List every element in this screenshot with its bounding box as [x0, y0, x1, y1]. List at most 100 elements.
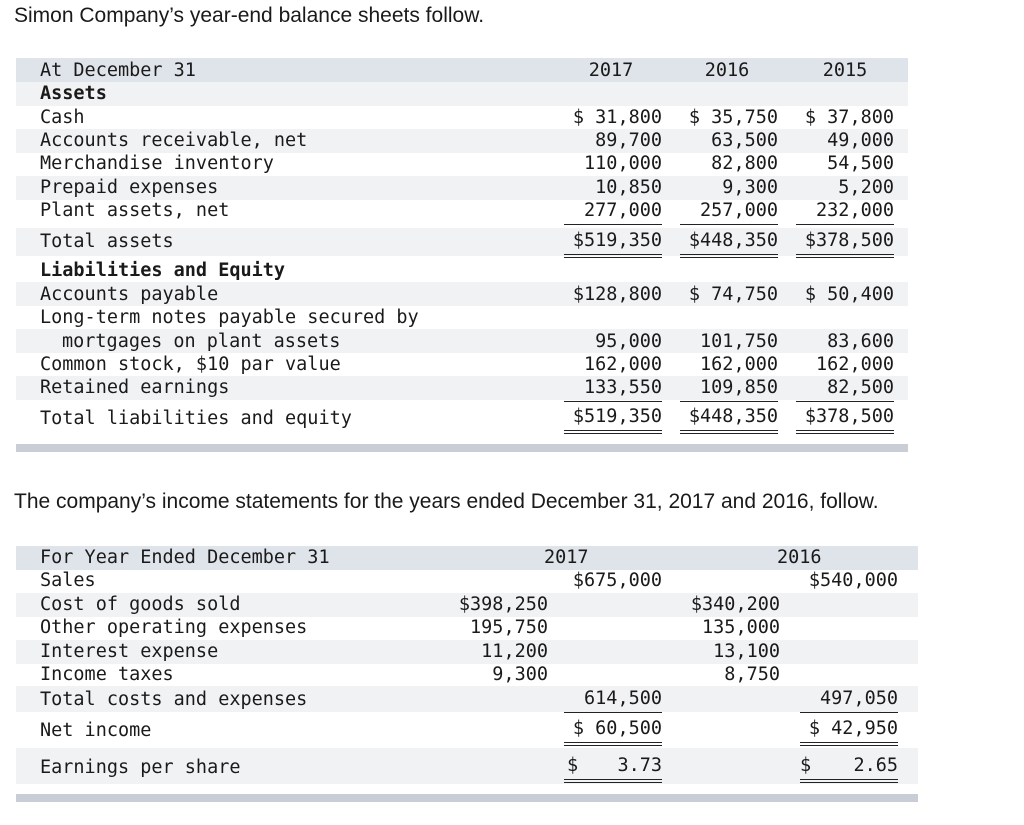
double-underline — [564, 430, 662, 434]
value-2017: 10,850 — [595, 177, 662, 198]
row-label: Common stock, $10 par value — [40, 354, 341, 375]
total-assets-label: Total assets — [40, 231, 174, 252]
balance-header-2017: 2017 — [588, 60, 634, 81]
value-2015: 232,000 — [816, 200, 894, 221]
value-2017: 162,000 — [584, 354, 662, 375]
sales-label: Sales — [40, 570, 96, 591]
cost-2016: $340,200 — [690, 594, 780, 615]
income-header-row — [16, 546, 918, 570]
income-header-2016: 2016 — [777, 547, 822, 568]
row-label: Other operating expenses — [40, 617, 308, 638]
total-liab-equity-2016: $448,350 — [688, 406, 778, 427]
underline — [800, 712, 898, 713]
underline — [564, 401, 662, 402]
value-2016: 109,850 — [700, 377, 778, 398]
row-label: Plant assets, net — [40, 200, 230, 221]
sales-2016: $540,000 — [808, 570, 898, 591]
row-stripe — [16, 176, 908, 200]
row-label: Cost of goods sold — [40, 594, 241, 615]
row-stripe — [16, 329, 908, 353]
value-2016: 9,300 — [722, 177, 778, 198]
table-bottom-bar — [16, 794, 918, 802]
value-2017: 89,700 — [595, 130, 662, 151]
cost-2017: 11,200 — [481, 641, 548, 662]
balance-sheet-table: At December 31 2017 2016 2015 Assets Cas… — [16, 58, 908, 452]
double-underline — [796, 430, 894, 434]
underline — [564, 224, 662, 225]
row-stripe — [16, 129, 908, 153]
total-assets-2017: $519,350 — [572, 230, 662, 251]
double-underline — [800, 779, 898, 783]
row-stripe — [16, 686, 918, 712]
value-2017: 95,000 — [595, 331, 662, 352]
income-header-2017: 2017 — [544, 547, 589, 568]
underline — [680, 224, 778, 225]
value-2015: 162,000 — [816, 354, 894, 375]
value-2016: 162,000 — [700, 354, 778, 375]
value-2016: $ 35,750 — [688, 107, 778, 128]
underline — [796, 401, 894, 402]
row-stripe — [16, 640, 918, 664]
row-label-continued: mortgages on plant assets — [62, 331, 341, 352]
value-2015: 5,200 — [838, 177, 894, 198]
row-label: Retained earnings — [40, 377, 230, 398]
value-2016: 63,500 — [711, 130, 778, 151]
eps-label: Earnings per share — [40, 757, 241, 778]
total-liab-equity-2017: $519,350 — [572, 406, 662, 427]
value-2016: 101,750 — [700, 331, 778, 352]
net-income-2016: $ 42,950 — [808, 718, 898, 739]
balance-header-2015: 2015 — [822, 60, 868, 81]
double-underline — [564, 254, 662, 258]
row-label: Prepaid expenses — [40, 177, 219, 198]
total-costs-2016: 497,050 — [820, 688, 898, 709]
value-2015: $ 37,800 — [804, 107, 894, 128]
double-underline — [800, 742, 898, 746]
balance-header-row — [16, 58, 908, 82]
cost-2016: 135,000 — [702, 617, 780, 638]
row-label: Long-term notes payable secured by — [40, 307, 419, 328]
total-assets-2016: $448,350 — [688, 230, 778, 251]
row-stripe — [16, 593, 918, 617]
total-assets-2015: $378,500 — [804, 230, 894, 251]
value-2015: 82,500 — [827, 377, 894, 398]
eps-currency-2016: $ — [800, 755, 812, 776]
row-label: Accounts receivable, net — [40, 130, 308, 151]
double-underline — [564, 779, 662, 783]
total-costs-2017: 614,500 — [584, 688, 662, 709]
eps-currency-2017: $ — [567, 755, 579, 776]
value-2017: 277,000 — [584, 200, 662, 221]
cost-2016: 8,750 — [724, 664, 780, 685]
table-bottom-bar — [16, 444, 908, 452]
net-income-label: Net income — [40, 720, 152, 741]
income-statement-intro: The company’s income statements for the … — [14, 490, 879, 513]
net-income-2017: $ 60,500 — [572, 718, 662, 739]
balance-header-2016: 2016 — [704, 60, 750, 81]
double-underline — [564, 742, 662, 746]
value-2015: 83,600 — [827, 331, 894, 352]
value-2016: $ 74,750 — [688, 284, 778, 305]
underline — [564, 712, 662, 713]
total-liab-equity-2015: $378,500 — [804, 406, 894, 427]
row-stripe — [16, 228, 908, 256]
value-2015: 49,000 — [827, 130, 894, 151]
underline — [796, 224, 894, 225]
eps-2017: 3.73 — [617, 755, 662, 776]
value-2015: 54,500 — [827, 153, 894, 174]
value-2017: $ 31,800 — [572, 107, 662, 128]
cost-2017: 9,300 — [492, 664, 548, 685]
cost-2016: 13,100 — [713, 641, 780, 662]
row-stripe — [16, 376, 908, 400]
double-underline — [680, 430, 778, 434]
liabilities-heading: Liabilities and Equity — [40, 260, 286, 281]
row-label: Merchandise inventory — [40, 153, 274, 174]
balance-sheet-intro: Simon Company’s year-end balance sheets … — [14, 4, 485, 27]
total-liabilities-equity-label: Total liabilities and equity — [40, 408, 352, 429]
row-label: Accounts payable — [40, 284, 219, 305]
row-stripe — [16, 106, 908, 130]
row-label: Interest expense — [40, 641, 219, 662]
value-2017: $128,800 — [572, 284, 662, 305]
value-2015: $ 50,400 — [804, 284, 894, 305]
cost-2017: $398,250 — [458, 594, 548, 615]
value-2017: 110,000 — [584, 153, 662, 174]
